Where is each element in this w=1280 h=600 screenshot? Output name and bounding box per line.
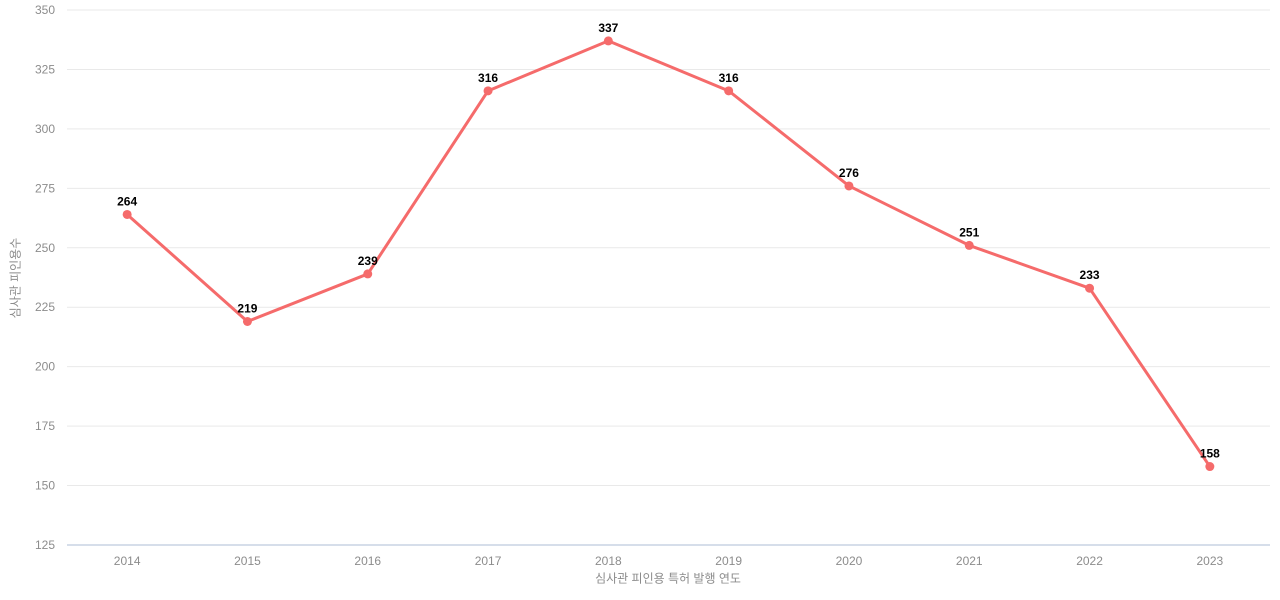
- data-point[interactable]: [122, 209, 132, 219]
- x-tick-label: 2014: [114, 554, 141, 568]
- data-label: 233: [1080, 268, 1100, 282]
- data-label: 264: [117, 194, 137, 208]
- x-tick-label: 2020: [836, 554, 863, 568]
- x-tick-label: 2017: [475, 554, 502, 568]
- data-label: 316: [719, 71, 739, 85]
- data-point[interactable]: [603, 36, 613, 46]
- data-point[interactable]: [483, 86, 493, 96]
- data-label: 158: [1200, 447, 1220, 461]
- x-tick-label: 2023: [1196, 554, 1223, 568]
- y-tick-label: 175: [35, 419, 55, 433]
- x-tick-label: 2018: [595, 554, 622, 568]
- data-label: 251: [959, 225, 979, 239]
- y-tick-label: 150: [35, 479, 55, 493]
- y-tick-label: 325: [35, 62, 55, 76]
- data-point[interactable]: [242, 316, 252, 326]
- data-label: 316: [478, 71, 498, 85]
- data-label: 276: [839, 166, 859, 180]
- x-tick-label: 2021: [956, 554, 983, 568]
- data-label: 219: [237, 301, 257, 315]
- data-point[interactable]: [1085, 283, 1095, 293]
- y-tick-label: 350: [35, 3, 55, 17]
- x-tick-label: 2015: [234, 554, 261, 568]
- data-point[interactable]: [363, 269, 373, 279]
- data-point[interactable]: [844, 181, 854, 191]
- data-point[interactable]: [724, 86, 734, 96]
- y-tick-label: 275: [35, 181, 55, 195]
- data-point[interactable]: [964, 240, 974, 250]
- data-label: 239: [358, 254, 378, 268]
- y-tick-label: 250: [35, 241, 55, 255]
- x-tick-label: 2019: [715, 554, 742, 568]
- x-tick-label: 2022: [1076, 554, 1103, 568]
- y-tick-label: 225: [35, 300, 55, 314]
- y-tick-label: 200: [35, 360, 55, 374]
- data-point[interactable]: [1205, 462, 1215, 472]
- series-line: [125, 39, 1212, 469]
- data-label: 337: [598, 21, 618, 35]
- y-tick-label: 125: [35, 538, 55, 552]
- y-tick-label: 300: [35, 122, 55, 136]
- x-tick-label: 2016: [354, 554, 381, 568]
